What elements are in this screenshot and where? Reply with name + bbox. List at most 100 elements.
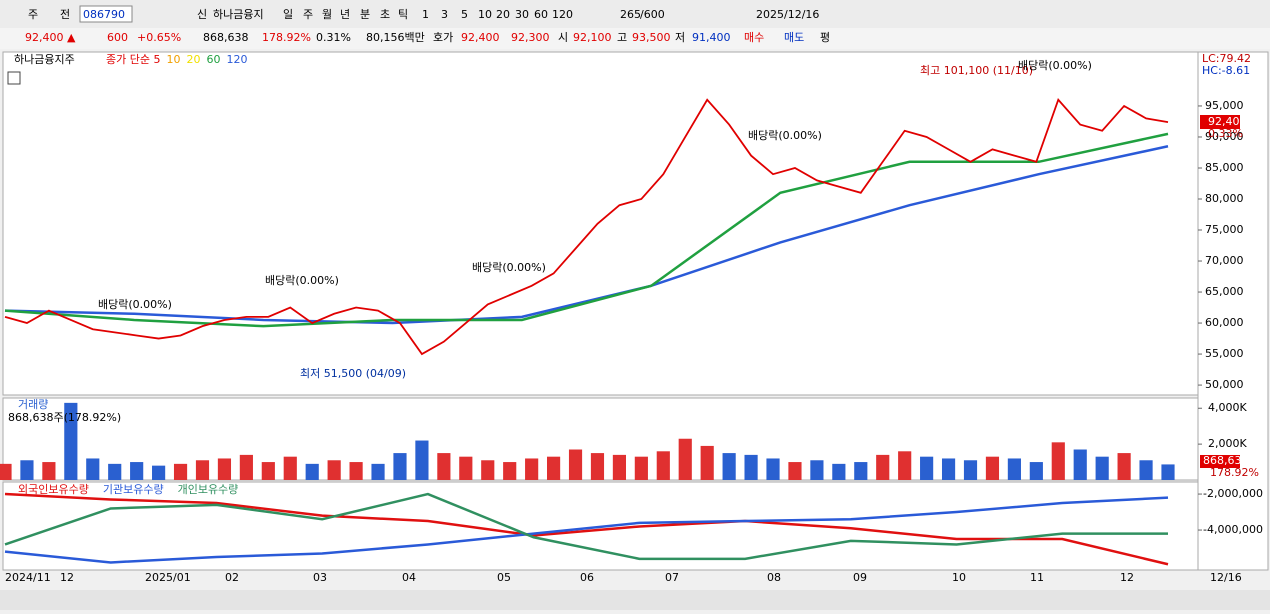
volume-bar — [393, 453, 407, 480]
toolbar-item[interactable]: 년 — [340, 8, 350, 21]
annotation: 배당락(0.00%) — [98, 298, 172, 311]
x-tick-label: 07 — [665, 571, 679, 584]
x-tick-label: 12 — [60, 571, 74, 584]
toolbar-item[interactable]: 분 — [360, 8, 370, 21]
volume-bar — [64, 402, 78, 480]
side-label: 178.92% — [1210, 466, 1259, 479]
toolbar-item[interactable]: 30 — [515, 8, 529, 21]
quote-item: 고 — [617, 31, 627, 44]
quote-item: 저 — [675, 31, 685, 44]
x-tick-label: 2025/01 — [145, 571, 191, 584]
side-label: HC:-8.61 — [1202, 64, 1250, 77]
volume-bar — [327, 460, 341, 480]
volume-bar — [612, 454, 626, 480]
value-axis — [1197, 51, 1269, 571]
toolbar-item[interactable]: 월 — [322, 8, 332, 21]
volume-bar — [283, 456, 297, 480]
quote-item: 80,156백만 — [366, 31, 425, 44]
volume-bar — [108, 463, 122, 480]
scrollbar[interactable] — [0, 590, 1270, 610]
x-tick-label: 2024/11 — [5, 571, 51, 584]
toolbar-item[interactable]: 초 — [380, 8, 390, 21]
volume-bar — [678, 438, 692, 480]
toolbar-item[interactable]: 1 — [422, 8, 429, 21]
panel-title: 거래량 — [18, 398, 48, 411]
volume-bar — [152, 465, 166, 480]
volume-bar — [810, 460, 824, 480]
toolbar-item[interactable]: 10 — [478, 8, 492, 21]
y-tick-label: 95,000 — [1205, 99, 1244, 112]
legend-item: 10 — [166, 53, 180, 66]
volume-bar — [766, 458, 780, 480]
toolbar-item[interactable]: 틱 — [398, 8, 408, 21]
annotation: 최고 101,100 (11/10) — [920, 64, 1033, 77]
toolbar-item[interactable]: 주 — [303, 8, 313, 21]
toolbar-item[interactable]: /600 — [640, 8, 665, 21]
y-tick-label: 55,000 — [1205, 347, 1244, 360]
volume-bar — [239, 454, 253, 480]
volume-bar — [0, 463, 12, 480]
volume-bar — [217, 458, 232, 480]
toolbar-item[interactable]: 주 — [28, 8, 38, 21]
volume-bar — [415, 440, 429, 480]
volume-bar — [1007, 458, 1021, 480]
volume-bar — [941, 458, 956, 480]
toolbar-item[interactable]: 전 — [60, 8, 70, 21]
toolbar-item[interactable]: 5 — [461, 8, 468, 21]
quote-item: 91,400 — [692, 31, 731, 44]
x-tick-label: 09 — [853, 571, 867, 584]
annotation: 배당락(0.00%) — [472, 261, 546, 274]
y-tick-label: 2,000K — [1208, 437, 1247, 450]
y-tick-label: -4,000,000 — [1203, 523, 1263, 536]
y-tick-label: 65,000 — [1205, 285, 1244, 298]
toolbar-item[interactable]: 하나금융지 — [213, 7, 264, 21]
quote-item: 92,400 — [461, 31, 500, 44]
toolbar-item[interactable]: 3 — [441, 8, 448, 21]
toolbar-item[interactable]: 일 — [283, 7, 293, 21]
toolbar-item[interactable]: 265 — [620, 8, 641, 21]
volume-bar — [195, 460, 210, 480]
volume-bar — [525, 458, 539, 480]
ma120-line — [4, 145, 1169, 325]
volume-bar — [700, 445, 714, 480]
volume-bar — [590, 453, 605, 480]
y-tick-label: 4,000K — [1208, 401, 1247, 414]
y-tick-label: -2,000,000 — [1203, 487, 1263, 500]
toolbar-item[interactable]: 086790 — [83, 8, 125, 21]
y-tick-label: 70,000 — [1205, 254, 1244, 267]
current-price-box — [1200, 115, 1240, 129]
x-tick-label: 03 — [313, 571, 327, 584]
volume-bar — [481, 460, 495, 480]
toolbar-item[interactable]: 2025/12/16 — [756, 8, 819, 21]
code-input[interactable] — [79, 5, 133, 23]
x-tick-label: 12/16 — [1210, 571, 1242, 584]
quote-item: 868,638 — [203, 31, 249, 44]
volume-bar — [568, 449, 583, 480]
volume-bar — [86, 458, 100, 480]
legend-item: 종가 단순 5 — [106, 53, 160, 66]
legend-item: 120 — [226, 53, 247, 66]
toolbar-item[interactable]: 60 — [534, 8, 548, 21]
holding-line — [4, 492, 1169, 566]
toolbar-item[interactable]: 120 — [552, 8, 573, 21]
holding-line — [4, 496, 1169, 564]
volume-bar — [503, 462, 517, 480]
side-label: 868,638 — [1203, 454, 1249, 467]
grid-icon[interactable] — [7, 71, 21, 85]
quote-item: 0.31% — [316, 31, 351, 44]
volume-bar — [1161, 464, 1175, 480]
side-label: 92,400 — [1208, 115, 1247, 128]
volume-bar — [173, 463, 188, 480]
volume-bar — [854, 462, 868, 480]
quote-item: 평 — [820, 31, 830, 44]
toolbar-item[interactable]: 20 — [496, 8, 510, 21]
x-tick-label: 08 — [767, 571, 781, 584]
quote-item: 시 — [558, 31, 568, 44]
volume-bar — [898, 451, 912, 480]
quote-bar — [0, 28, 1270, 49]
quote-item: 매도 — [784, 31, 804, 44]
toolbar-item[interactable]: 신 — [197, 8, 207, 21]
legend-item: 20 — [186, 53, 200, 66]
quote-item: 93,500 — [632, 31, 671, 44]
